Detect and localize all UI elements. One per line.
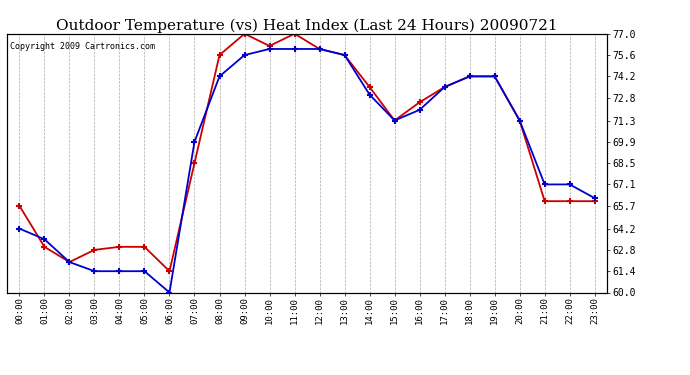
Text: Copyright 2009 Cartronics.com: Copyright 2009 Cartronics.com	[10, 42, 155, 51]
Title: Outdoor Temperature (vs) Heat Index (Last 24 Hours) 20090721: Outdoor Temperature (vs) Heat Index (Las…	[57, 18, 558, 33]
